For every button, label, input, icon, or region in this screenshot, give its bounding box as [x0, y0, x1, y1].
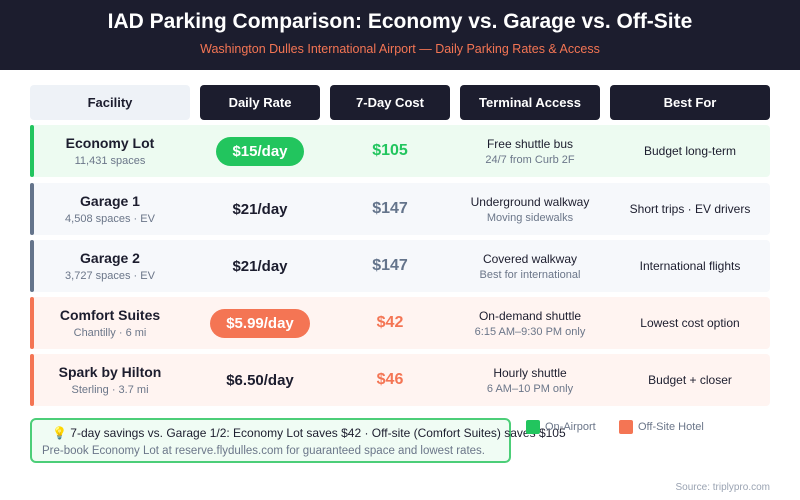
facility-detail: Sterling · 3.7 mi [71, 384, 149, 396]
facility-name: Garage 2 [80, 250, 140, 266]
terminal-access-detail: Moving sidewalks [486, 211, 574, 224]
row-accent-bar [30, 354, 34, 406]
terminal-access: Underground walkway [470, 194, 590, 209]
facility-name: Garage 1 [80, 193, 140, 209]
column-header-facility: Facility [30, 85, 190, 120]
daily-rate: $21/day [232, 200, 288, 218]
daily-rate: $15/day [216, 136, 304, 166]
row-accent-bar [30, 240, 34, 292]
seven-day-cost: $105 [372, 142, 408, 159]
savings-note: 💡 7-day savings vs. Garage 1/2: Economy … [30, 418, 566, 463]
legend-swatch [526, 420, 540, 434]
seven-day-cost: $147 [372, 200, 408, 217]
savings-text: 7-day savings vs. Garage 1/2: Economy Lo… [70, 426, 566, 440]
table-row: Comfort Suites Chantilly · 6 mi $5.99/day… [30, 297, 770, 349]
table-row: Economy Lot 11,431 spaces $15/day $105 Fr… [30, 125, 770, 177]
page-title: IAD Parking Comparison: Economy vs. Gara… [107, 10, 693, 33]
best-for: Budget long-term [643, 144, 737, 158]
page-subtitle: Washington Dulles International Airport … [200, 42, 600, 56]
seven-day-cost: $46 [376, 371, 404, 388]
column-header-7-day-cost: 7-Day Cost [330, 85, 450, 120]
terminal-access: Covered walkway [482, 251, 578, 266]
legend-off-site: Off-Site Hotel [619, 420, 704, 434]
terminal-access-detail: 6:15 AM–9:30 PM only [474, 325, 586, 338]
source-credit: Source: triplypro.com [675, 482, 770, 493]
best-for: International flights [639, 259, 741, 273]
table-row: Garage 1 4,508 spaces · EV $21/day $147 U… [30, 183, 770, 235]
facility-name: Economy Lot [65, 135, 155, 151]
row-accent-bar [30, 125, 34, 177]
facility-name: Comfort Suites [59, 307, 161, 323]
column-header-terminal-access: Terminal Access [460, 85, 600, 120]
table-row: Garage 2 3,727 spaces · EV $21/day $147 C… [30, 240, 770, 292]
facility-detail: 3,727 spaces · EV [65, 270, 155, 282]
facility-detail: 4,508 spaces · EV [65, 213, 155, 225]
terminal-access-detail: 24/7 from Curb 2F [485, 153, 575, 166]
lightbulb-icon: 💡 [52, 426, 67, 440]
daily-rate: $6.50/day [226, 371, 294, 389]
row-accent-bar [30, 297, 34, 349]
terminal-access: On-demand shuttle [478, 308, 582, 323]
best-for: Short trips · EV drivers [629, 202, 751, 216]
seven-day-cost: $147 [372, 257, 408, 274]
daily-rate: $5.99/day [210, 308, 310, 338]
column-header-best-for: Best For [610, 85, 770, 120]
table-row: Spark by Hilton Sterling · 3.7 mi $6.50/d… [30, 354, 770, 406]
legend-on-airport: On-Airport [526, 420, 596, 434]
facility-detail: Chantilly · 6 mi [73, 327, 147, 339]
daily-rate: $21/day [232, 257, 288, 275]
facility-detail: 11,431 spaces [74, 155, 146, 167]
terminal-access: Free shuttle bus [486, 136, 574, 151]
row-accent-bar [30, 183, 34, 235]
best-for: Budget + closer [648, 373, 732, 387]
terminal-access-detail: Best for international [479, 268, 581, 281]
header: IAD Parking Comparison: Economy vs. Gara… [0, 0, 800, 70]
prebook-tip: Pre-book Economy Lot at reserve.flydulle… [42, 445, 485, 457]
seven-day-cost: $42 [376, 314, 404, 331]
column-header-daily-rate: Daily Rate [200, 85, 320, 120]
terminal-access-detail: 6 AM–10 PM only [486, 382, 574, 395]
best-for: Lowest cost option [640, 316, 740, 330]
legend-swatch [619, 420, 633, 434]
terminal-access: Hourly shuttle [493, 365, 567, 380]
facility-name: Spark by Hilton [58, 364, 162, 380]
